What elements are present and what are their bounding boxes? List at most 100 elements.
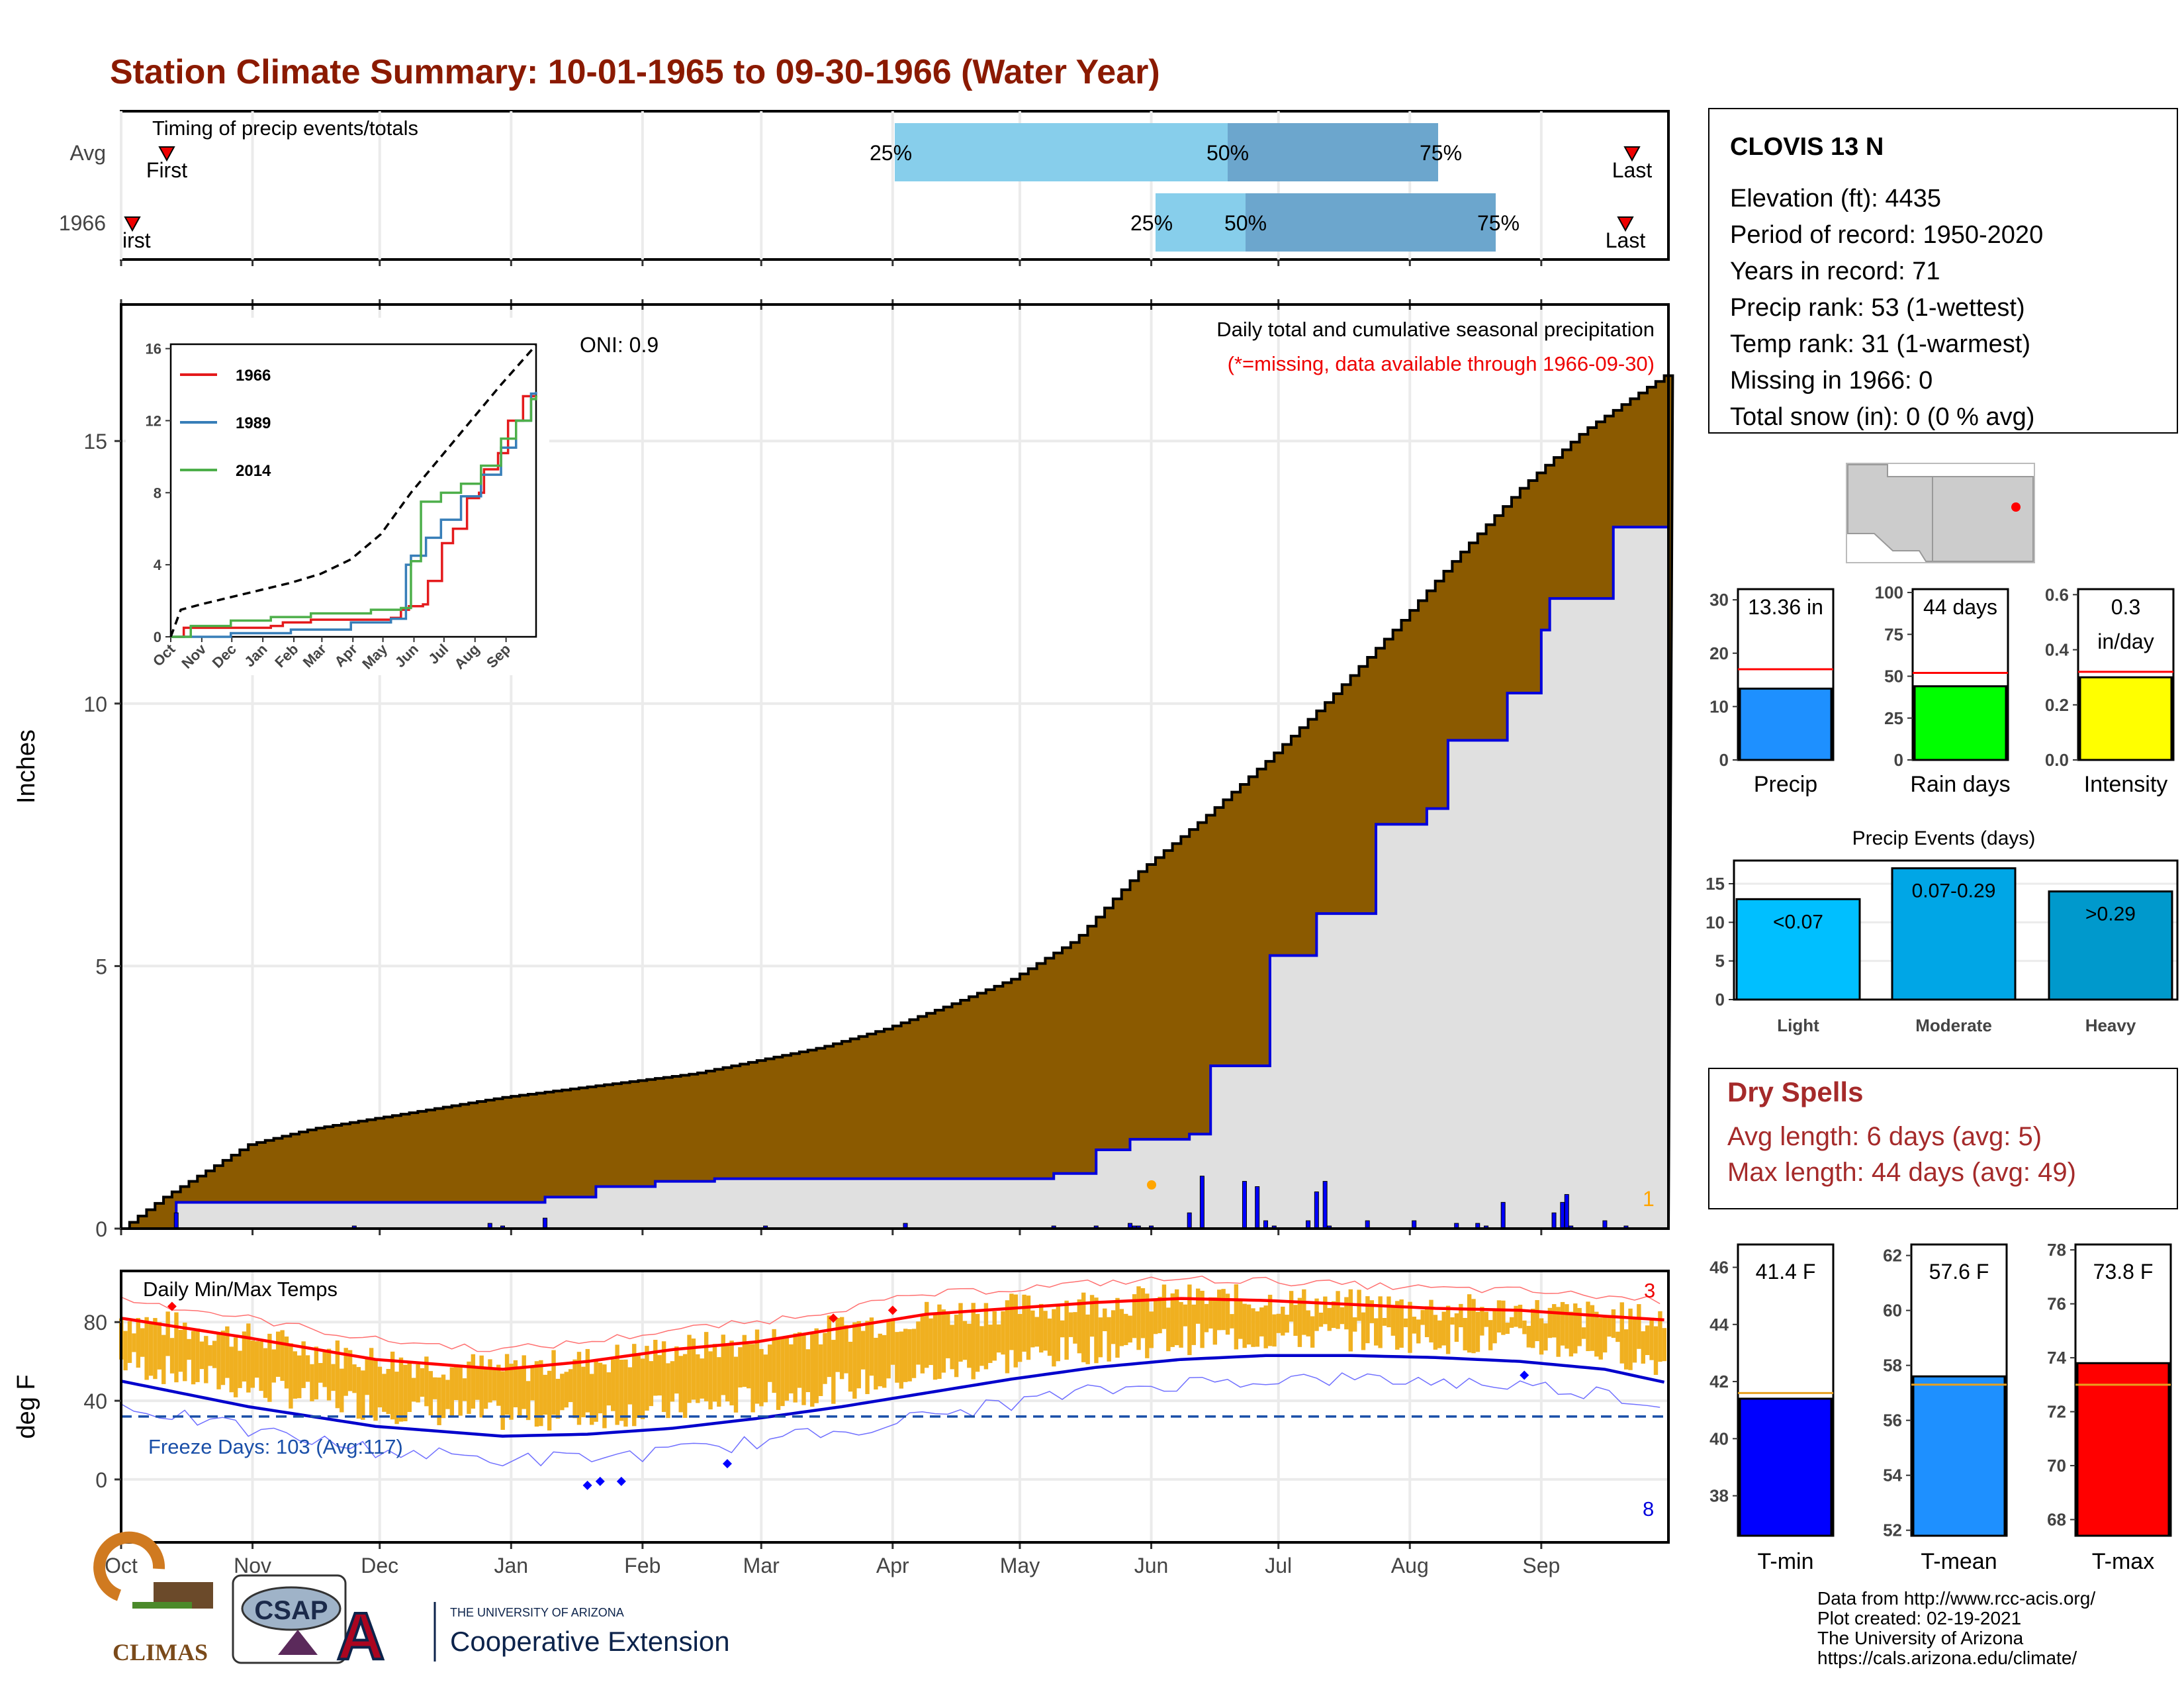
timing-last-avg-label: Last [1612, 158, 1653, 182]
mini-ytick-label: 30 [1709, 590, 1729, 610]
events-xtick-label: Heavy [2085, 1015, 2136, 1035]
daily-temp-bar [1526, 1325, 1531, 1348]
daily-temp-bar [1179, 1301, 1183, 1348]
station-location-dot [2011, 502, 2021, 512]
temp-ytick-label: 46 [1709, 1258, 1729, 1278]
daily-temp-bar [522, 1355, 526, 1409]
daily-temp-bar [865, 1321, 870, 1395]
temp-axis-label: T-mean [1921, 1549, 1997, 1574]
daily-temp-bar [1662, 1328, 1666, 1362]
daily-temp-bar [518, 1368, 522, 1418]
month-tick-feb: Feb [624, 1554, 660, 1577]
daily-temp-bar [551, 1350, 556, 1415]
climas-wordmark: CLIMAS [113, 1639, 208, 1665]
daily-temp-bar [696, 1354, 700, 1403]
credit-line: Data from http://www.rcc-acis.org/ [1817, 1588, 2095, 1609]
timing-last-1966-marker [1617, 216, 1634, 232]
temp-label: Daily Min/Max Temps [143, 1278, 338, 1301]
daily-temp-bar [1009, 1293, 1014, 1350]
daily-temp-bar [132, 1333, 136, 1352]
daily-temp-bar [161, 1335, 166, 1384]
daily-temp-bar [547, 1370, 552, 1430]
daily-temp-bar [220, 1331, 226, 1385]
daily-temp-bar [144, 1317, 149, 1380]
daily-temp-bar [1145, 1293, 1150, 1358]
daily-temp-bar [1149, 1311, 1154, 1348]
daily-temp-bar [1314, 1298, 1319, 1331]
daily-temp-bar [267, 1333, 272, 1402]
daily-temp-bar [962, 1321, 968, 1360]
events-ytick-label: 0 [1715, 990, 1725, 1009]
daily-temp-bar [1263, 1305, 1268, 1348]
dry-spells-title: Dry Spells [1727, 1076, 1863, 1107]
daily-temp-bar [895, 1332, 899, 1383]
month-tick-aug: Aug [1391, 1554, 1429, 1577]
month-tick-jun: Jun [1134, 1554, 1169, 1577]
daily-temp-bar [1297, 1297, 1302, 1347]
daily-temp-bar [1501, 1300, 1506, 1335]
daily-temp-bar [929, 1318, 933, 1366]
daily-temp-bar [950, 1325, 954, 1370]
daily-temp-bar [216, 1334, 221, 1389]
record-marker [1520, 1370, 1529, 1380]
daily-temp-bar [1467, 1294, 1472, 1353]
daily-temp-bar [941, 1309, 946, 1373]
daily-temp-bar [475, 1368, 480, 1400]
daily-temp-bar [403, 1364, 408, 1422]
daily-temp-bar [975, 1313, 980, 1372]
daily-temp-bar [1632, 1319, 1637, 1363]
inset-ytick-label: 8 [154, 485, 161, 501]
daily-temp-bar [305, 1355, 310, 1382]
daily-temp-bar [560, 1374, 565, 1411]
daily-temp-bar [1318, 1312, 1324, 1327]
daily-temp-bar [1369, 1300, 1375, 1323]
daily-temp-bar [1382, 1317, 1387, 1326]
daily-temp-bar [1094, 1297, 1099, 1364]
temp-ytick-label: 52 [1883, 1521, 1902, 1540]
temp-ytick-label: 78 [2047, 1240, 2066, 1260]
daily-precip-bar [1255, 1186, 1260, 1229]
timing-first-avg-label: First [146, 158, 187, 182]
daily-temp-bar [254, 1341, 259, 1378]
daily-temp-bar [169, 1338, 175, 1374]
daily-temp-bar [1543, 1323, 1548, 1351]
daily-temp-bar [1195, 1288, 1201, 1324]
inset-ytick-label: 12 [146, 412, 161, 429]
daily-temp-bar [1191, 1304, 1196, 1345]
daily-temp-bar [1238, 1301, 1243, 1339]
daily-temp-bar [602, 1364, 607, 1429]
daily-temp-bar [869, 1317, 874, 1376]
daily-temp-bar [751, 1344, 755, 1413]
daily-temp-bar [340, 1368, 344, 1413]
daily-temp-bar [1136, 1286, 1141, 1350]
daily-temp-bar [1658, 1311, 1662, 1362]
precip-ytick-label: 5 [95, 955, 107, 978]
timing-row-1966: 1966 [59, 211, 106, 235]
daily-temp-bar [390, 1351, 395, 1420]
inset-series-1989 [171, 391, 537, 638]
daily-temp-bar [136, 1318, 141, 1368]
daily-temp-bar [543, 1374, 547, 1415]
daily-temp-bar [1158, 1297, 1162, 1334]
daily-temp-bar [1281, 1306, 1285, 1336]
inset-ytick-label: 4 [154, 557, 162, 573]
daily-temp-bar [356, 1367, 361, 1419]
daily-temp-bar [856, 1321, 861, 1389]
daily-temp-bar [1374, 1318, 1379, 1346]
daily-temp-bar [1433, 1315, 1438, 1350]
daily-temp-bar [657, 1355, 662, 1396]
daily-temp-bar [233, 1337, 238, 1397]
daily-temp-bar [1140, 1288, 1146, 1338]
temp-ytick-label: 38 [1709, 1486, 1729, 1506]
mini-bar-precip [1739, 687, 1833, 761]
daily-temp-bar [983, 1303, 989, 1370]
daily-precip-bar [1551, 1212, 1557, 1229]
daily-temp-bar [178, 1330, 183, 1372]
daily-temp-bar [1387, 1296, 1391, 1328]
station-info-line: Temp rank: 31 (1-warmest) [1730, 330, 2030, 358]
temp-axis-label: T-min [1758, 1549, 1814, 1574]
daily-temp-bar [700, 1358, 704, 1399]
events-ytick-label: 5 [1715, 951, 1725, 971]
daily-temp-bar [682, 1354, 688, 1418]
daily-precip-bar [1187, 1212, 1192, 1229]
